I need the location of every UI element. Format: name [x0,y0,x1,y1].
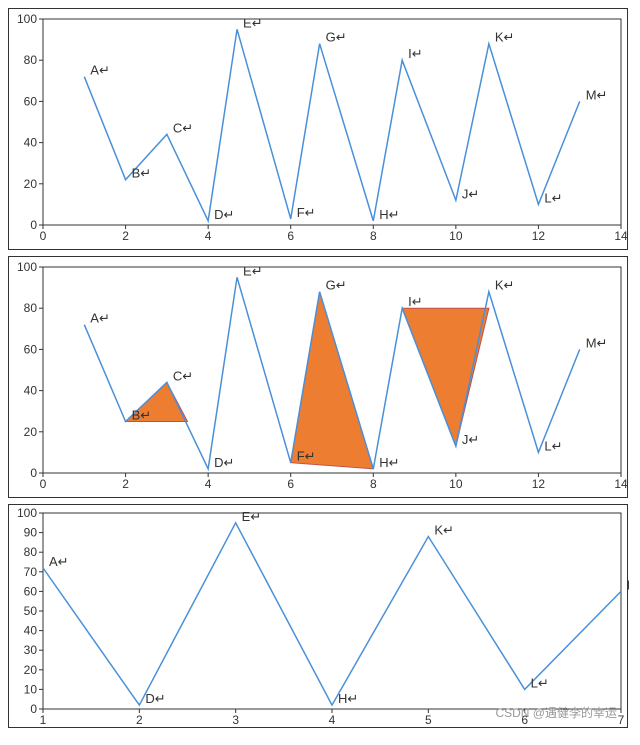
svg-text:C↵: C↵ [173,368,193,383]
svg-text:0: 0 [30,218,37,232]
svg-text:H↵: H↵ [379,207,399,222]
svg-text:40: 40 [24,384,38,398]
svg-text:A↵: A↵ [49,554,69,569]
svg-text:I↵: I↵ [408,46,423,61]
svg-text:20: 20 [24,177,38,191]
svg-text:F↵: F↵ [297,205,316,220]
svg-text:F↵: F↵ [297,449,316,464]
svg-text:20: 20 [24,425,38,439]
svg-text:6: 6 [287,229,294,243]
svg-text:K↵: K↵ [495,30,515,45]
svg-text:0: 0 [30,702,37,716]
chart-2: 0 20 40 60 80 100 0 2 4 6 8 10 12 14 A↵ B↵ C↵ D↵ E↵ F↵ G↵ H↵ I… [8,256,628,498]
svg-text:4: 4 [205,477,212,491]
svg-text:E↵: E↵ [242,509,262,524]
svg-text:4: 4 [205,229,212,243]
svg-text:60: 60 [24,342,38,356]
svg-text:B↵: B↵ [132,408,152,423]
svg-text:E↵: E↵ [243,263,263,278]
svg-text:60: 60 [24,94,38,108]
svg-text:14: 14 [614,229,628,243]
svg-text:J↵: J↵ [462,186,479,201]
svg-text:D↵: D↵ [145,691,165,706]
svg-text:5: 5 [425,713,432,727]
svg-text:L↵: L↵ [544,438,562,453]
svg-text:K↵: K↵ [495,278,515,293]
svg-text:7: 7 [618,713,625,727]
svg-text:12: 12 [532,229,546,243]
svg-text:6: 6 [287,477,294,491]
svg-text:100: 100 [17,260,37,274]
svg-text:30: 30 [24,643,38,657]
svg-text:2: 2 [122,229,129,243]
svg-text:A↵: A↵ [90,63,110,78]
svg-text:C↵: C↵ [173,120,193,135]
svg-text:10: 10 [24,682,38,696]
svg-text:40: 40 [24,136,38,150]
svg-text:K↵: K↵ [434,523,454,538]
svg-text:H↵: H↵ [338,691,358,706]
svg-text:80: 80 [24,545,38,559]
svg-text:90: 90 [24,526,38,540]
svg-text:8: 8 [370,477,377,491]
svg-text:0: 0 [40,477,47,491]
svg-text:E↵: E↵ [243,15,263,30]
svg-text:12: 12 [532,477,546,491]
svg-text:D↵: D↵ [214,207,234,222]
chart-1-svg: 0 20 40 60 80 100 0 2 4 6 8 10 12 14 A↵ B↵ C↵ D↵ E↵ F↵ G↵ H↵ I… [9,9,629,249]
svg-text:100: 100 [17,506,37,520]
svg-text:10: 10 [449,229,463,243]
svg-text:60: 60 [24,584,38,598]
svg-text:10: 10 [449,477,463,491]
svg-text:G↵: G↵ [326,278,347,293]
svg-text:2: 2 [122,477,129,491]
svg-text:4: 4 [329,713,336,727]
svg-text:I↵: I↵ [408,294,423,309]
svg-text:100: 100 [17,12,37,26]
chart-2-svg: 0 20 40 60 80 100 0 2 4 6 8 10 12 14 A↵ B↵ C↵ D↵ E↵ F↵ G↵ H↵ I… [9,257,629,497]
svg-text:M↵: M↵ [586,335,608,350]
svg-text:0: 0 [30,466,37,480]
svg-text:80: 80 [24,53,38,67]
svg-text:M↵: M↵ [586,87,608,102]
svg-text:L↵: L↵ [544,190,562,205]
svg-text:M↵: M↵ [627,577,629,592]
svg-text:50: 50 [24,604,38,618]
svg-text:20: 20 [24,663,38,677]
svg-text:G↵: G↵ [326,30,347,45]
svg-text:40: 40 [24,624,38,638]
svg-text:2: 2 [136,713,143,727]
svg-text:3: 3 [232,713,239,727]
svg-text:8: 8 [370,229,377,243]
svg-text:H↵: H↵ [379,455,399,470]
svg-text:J↵: J↵ [462,432,479,447]
svg-text:0: 0 [40,229,47,243]
watermark: CSDN @遇健李的幸运 [495,704,617,721]
chart-1: 0 20 40 60 80 100 0 2 4 6 8 10 12 14 A↵ B↵ C↵ D↵ E↵ F↵ G↵ H↵ I… [8,8,628,250]
svg-text:14: 14 [614,477,628,491]
svg-text:L↵: L↵ [531,675,549,690]
svg-text:70: 70 [24,565,38,579]
chart-3: 01020304050607080901001234567A↵D↵E↵H↵K↵L… [8,504,628,728]
svg-text:B↵: B↵ [132,166,152,181]
svg-text:80: 80 [24,301,38,315]
svg-text:1: 1 [40,713,47,727]
svg-text:D↵: D↵ [214,455,234,470]
chart-3-svg: 01020304050607080901001234567A↵D↵E↵H↵K↵L… [9,505,629,727]
svg-text:A↵: A↵ [90,311,110,326]
